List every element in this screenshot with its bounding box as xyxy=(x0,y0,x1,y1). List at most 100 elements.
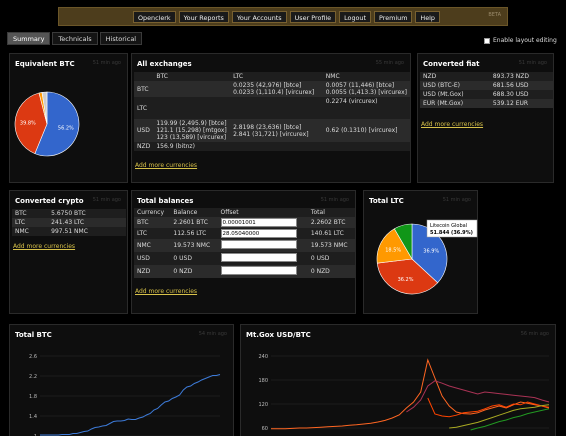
column-header: Balance xyxy=(170,208,218,217)
mtgox-line-chart: 240 180 120 60 xyxy=(258,354,550,432)
table-row: USD (Mt.Gox) 688.30 USD xyxy=(420,90,553,99)
panel-timestamp: 55 min ago xyxy=(375,60,404,66)
series-line xyxy=(427,397,550,418)
add-more-currencies-link[interactable]: Add more currencies xyxy=(13,243,76,250)
nav-premium[interactable]: Premium xyxy=(373,11,413,23)
column-header: NMC xyxy=(322,72,410,81)
series-line xyxy=(470,408,550,431)
offset-input-usd[interactable] xyxy=(220,253,297,262)
pie-slice-label: 18.5% xyxy=(385,248,401,254)
table-cell: 2.8198 (23,636) [btce] 2.841 (31,721) [vi… xyxy=(230,119,323,142)
table-row: EUR (Mt.Gox) 539.12 EUR xyxy=(420,99,553,108)
nav-openclerk[interactable]: Openclerk xyxy=(133,11,176,23)
layout-editing-label: Enable layout editing xyxy=(493,37,557,44)
tooltip-title: Litecoin Global xyxy=(430,223,467,229)
y-tick-label: 1.8 xyxy=(29,394,37,400)
pie-slice[interactable] xyxy=(376,228,413,264)
add-more-currencies-link[interactable]: Add more currencies xyxy=(421,121,484,128)
column-header: BTC xyxy=(153,72,231,81)
panel-timestamp: 51 min ago xyxy=(442,197,471,203)
table-row: USD (BTC-E) 681.56 USD xyxy=(420,81,553,90)
panel-title: Mt.Gox USD/BTC xyxy=(246,331,311,339)
table-cell: 0.62 (0.1310) [vircurex] xyxy=(322,119,410,142)
table-cell xyxy=(230,97,323,119)
top-navigation-bar: Openclerk Your Reports Your Accounts Use… xyxy=(58,7,508,26)
table-row: BTC 2.2601 BTC 0.00001001 2.2602 BTC xyxy=(134,217,355,228)
y-tick-label: 180 xyxy=(258,378,268,384)
table-row: USD 0 USD 0 USD xyxy=(134,252,355,265)
nav-help[interactable]: Help xyxy=(415,11,440,23)
column-header: Offset xyxy=(217,208,308,217)
tab-historical[interactable]: Historical xyxy=(99,32,143,45)
panel-title: Total balances xyxy=(137,197,194,205)
offset-input-btc[interactable]: 0.00001001 xyxy=(220,218,297,227)
row-header: BTC xyxy=(134,81,154,97)
panel-timestamp: 56 min ago xyxy=(520,331,549,337)
row-header: USD xyxy=(134,119,154,142)
layout-editing-toggle[interactable]: Enable layout editing xyxy=(484,37,557,44)
table-row: NZD 156.9 (bitnz) xyxy=(134,142,410,151)
y-tick-label: 240 xyxy=(258,354,268,360)
pie-slice[interactable] xyxy=(393,223,413,261)
equivalent-btc-panel: Equivalent BTC 51 min ago 56.2% 39.8% xyxy=(9,53,128,183)
column-header: Total xyxy=(307,208,355,217)
main-nav: Openclerk Your Reports Your Accounts Use… xyxy=(133,11,440,23)
tab-summary[interactable]: Summary xyxy=(7,32,51,45)
add-more-currencies-link[interactable]: Add more currencies xyxy=(135,288,198,295)
offset-input-nmc[interactable] xyxy=(220,240,297,249)
panel-timestamp: 51 min ago xyxy=(518,60,547,66)
y-tick-label: 2.2 xyxy=(29,374,37,380)
pie-slice-label: 36.9% xyxy=(423,249,439,255)
total-btc-panel: Total BTC 54 min ago 2.6 2.2 1.8 1.4 1 xyxy=(9,324,234,436)
series-line xyxy=(449,404,550,429)
y-tick-label: 2.6 xyxy=(29,354,37,360)
y-tick-label: 120 xyxy=(258,402,268,408)
row-header: NZD xyxy=(134,142,154,151)
panel-title: Total BTC xyxy=(15,331,52,339)
pie-slice[interactable] xyxy=(376,258,439,295)
table-row: NZD 0 NZD 0 NZD xyxy=(134,265,355,278)
table-row: BTC 0.0235 (42,976) [btce] 0.0233 (1,110.… xyxy=(134,81,410,97)
pie-slice-label: 56.2% xyxy=(58,126,74,132)
converted-crypto-table: BTC 5.6750 BTC LTC 241.43 LTC NMC 997.51 NM… xyxy=(12,209,126,236)
tooltip-value: 51.844 (36.9%) xyxy=(430,230,473,236)
add-more-currencies-link[interactable]: Add more currencies xyxy=(135,162,198,169)
converted-crypto-panel: Converted crypto 51 min ago BTC 5.6750 BT… xyxy=(9,190,128,314)
pie-slice-label: 36.2% xyxy=(398,277,414,283)
pie-slice[interactable] xyxy=(41,91,48,125)
total-balances-table: Currency Balance Offset Total BTC 2.2601 … xyxy=(134,208,355,278)
series-line xyxy=(271,358,550,430)
y-tick-label: 1.4 xyxy=(29,414,37,420)
beta-badge: BETA xyxy=(488,12,501,18)
y-tick-label: 1 xyxy=(34,434,37,436)
layout-editing-checkbox[interactable] xyxy=(484,37,490,44)
report-tabs: Summary Technicals Historical xyxy=(7,32,143,45)
table-row: NMC 997.51 NMC xyxy=(12,227,126,236)
pie-slice[interactable] xyxy=(34,91,80,157)
table-cell: 0.2274 (vircurex) xyxy=(322,97,410,119)
panel-title: Equivalent BTC xyxy=(15,60,75,68)
converted-fiat-panel: Converted fiat 51 min ago NZD 893.73 NZD … xyxy=(417,53,554,183)
offset-input-nzd[interactable] xyxy=(220,266,297,275)
nav-logout[interactable]: Logout xyxy=(339,11,371,23)
offset-input-ltc[interactable]: 28.05040000 xyxy=(220,229,297,238)
panel-timestamp: 51 min ago xyxy=(92,197,121,203)
nav-your-accounts[interactable]: Your Accounts xyxy=(231,11,287,23)
pie-slice[interactable] xyxy=(14,92,48,154)
total-btc-line-chart: 2.6 2.2 1.8 1.4 1 xyxy=(29,354,221,436)
table-cell: 119.99 (2,495.9) [btce] 121.1 (15,298) [m… xyxy=(153,119,231,142)
pie-slice[interactable] xyxy=(411,223,448,284)
nav-user-profile[interactable]: User Profile xyxy=(289,11,337,23)
corner-cell xyxy=(134,72,154,81)
exchange-rates-table: BTC LTC NMC BTC 0.0235 (42,976) [btce] 0.… xyxy=(134,72,410,151)
table-cell: 0.0057 (11,446) [btce] 0.0055 (1,413.3) [… xyxy=(322,81,410,97)
total-balances-panel: Total balances 51 min ago Currency Balan… xyxy=(131,190,356,314)
mtgox-panel: Mt.Gox USD/BTC 56 min ago 240 180 120 60 xyxy=(240,324,556,436)
nav-your-reports[interactable]: Your Reports xyxy=(178,11,229,23)
pie-tooltip: Litecoin Global 51.844 (36.9%) xyxy=(426,219,478,238)
total-ltc-pie-chart: 36.9% 36.2% 18.5% Litecoin Global 51.844 (… xyxy=(376,219,478,295)
table-cell: 0.0235 (42,976) [btce] 0.0233 (1,110.4) [… xyxy=(230,81,323,97)
row-header: LTC xyxy=(134,97,154,119)
tab-technicals[interactable]: Technicals xyxy=(52,32,98,45)
